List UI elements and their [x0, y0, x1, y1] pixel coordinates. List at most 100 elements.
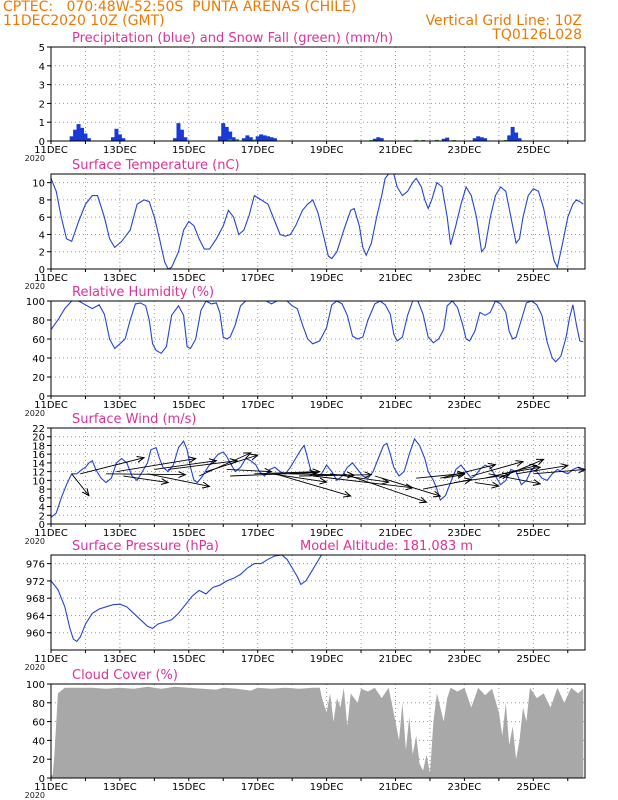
x-tick-label: 17DEC	[241, 782, 275, 793]
pres-title: Surface Pressure (hPa)	[72, 539, 219, 554]
precip-bar	[507, 135, 512, 141]
x-tick-label: 17DEC	[241, 400, 275, 411]
precip-bar	[379, 138, 384, 141]
y-tick-label: 968	[26, 594, 45, 605]
y-tick-label: 20	[32, 755, 45, 766]
x-tick-label: 13DEC	[103, 654, 137, 665]
wind-arrow	[147, 473, 209, 487]
y-tick-label: 5	[39, 43, 45, 54]
precip-bar	[114, 128, 119, 141]
precip-bar	[69, 136, 74, 141]
precip-bar	[517, 138, 522, 141]
y-tick-label: 4	[39, 62, 45, 73]
header-run-time: 11DEC2020 10Z (GMT)	[3, 13, 165, 29]
wind-arrow	[474, 483, 499, 486]
x-tick-label: 13DEC	[103, 145, 137, 156]
x-tick-label: 15DEC	[172, 782, 206, 793]
y-tick-label: 60	[32, 335, 45, 346]
x-tick-label: 21DEC	[379, 400, 413, 411]
wind-arrow	[484, 466, 537, 479]
x-tick-label: 15DEC	[172, 273, 206, 284]
snow-bar	[434, 139, 439, 141]
x-tick-label: 25DEC	[516, 273, 550, 284]
panel-frame	[50, 173, 586, 270]
precip-bar	[476, 136, 481, 141]
y-tick-label: 0	[39, 774, 45, 785]
snow-bar	[414, 139, 419, 141]
y-tick-label: 10	[32, 179, 45, 190]
y-tick-label: 972	[26, 577, 45, 588]
wind-arrow	[488, 473, 541, 484]
x-tick-label: 23DEC	[448, 273, 482, 284]
precip-bar	[255, 136, 260, 141]
wind-arrow	[471, 462, 523, 477]
wind-arrow	[254, 472, 319, 474]
x-tick-label: 19DEC	[310, 654, 344, 665]
precip-bar	[266, 136, 271, 141]
x-year-label: 2020	[25, 663, 45, 672]
precip-bar	[76, 124, 81, 141]
y-tick-label: 2	[39, 99, 45, 110]
cloud-title: Cloud Cover (%)	[72, 668, 178, 683]
wind-arrow	[123, 475, 168, 483]
snow-bar	[252, 139, 257, 141]
y-tick-label: 960	[26, 629, 45, 640]
y-tick-label: 0	[39, 265, 45, 276]
y-tick-label: 4	[39, 230, 45, 241]
precip-bar	[221, 123, 226, 141]
y-tick-label: 100	[26, 297, 45, 308]
precip-bar	[183, 137, 188, 141]
temp-series-line	[51, 174, 584, 269]
snow-bar	[235, 139, 240, 141]
rh-panel: 0 20 40 60 80 100 11DEC 13DEC 15DEC 17DEC 19DEC 21D…	[25, 285, 586, 418]
x-tick-label: 11DEC	[34, 145, 68, 156]
x-tick-label: 11DEC	[34, 782, 68, 793]
precip-bar	[241, 138, 246, 141]
wind-arrow	[343, 473, 427, 502]
y-tick-label: 6	[39, 494, 45, 505]
y-tick-label: 40	[32, 736, 45, 747]
precip-bar	[272, 138, 277, 141]
wind-arrow	[198, 453, 251, 477]
x-tick-label: 19DEC	[310, 782, 344, 793]
y-tick-label: 2	[39, 511, 45, 522]
y-tick-label: 60	[32, 718, 45, 729]
wind-arrow	[106, 474, 185, 475]
y-tick-label: 20	[32, 433, 45, 444]
precip-bar	[441, 138, 446, 141]
y-tick-label: 20	[32, 373, 45, 384]
panel-frame	[50, 46, 586, 142]
precip-bar	[372, 138, 377, 141]
precip-bar	[231, 137, 236, 141]
wind-arrow	[71, 473, 89, 496]
temp-title: Surface Temperature (nC)	[72, 158, 240, 173]
y-tick-label: 8	[39, 485, 45, 496]
x-tick-label: 25DEC	[516, 400, 550, 411]
wind-arrow	[168, 461, 237, 470]
precip-bar	[176, 123, 181, 141]
x-tick-label: 23DEC	[448, 528, 482, 539]
y-tick-label: 16	[32, 450, 45, 461]
wind-series-line	[51, 437, 584, 518]
header-station: CPTEC: 070:48W-52:50S PUNTA ARENAS (CHIL…	[3, 0, 357, 15]
panel-frame	[50, 554, 586, 651]
x-tick-label: 25DEC	[516, 145, 550, 156]
pres-subtitle: Model Altitude: 181.083 m	[300, 539, 473, 554]
x-year-label: 2020	[25, 791, 45, 800]
wind-arrow	[498, 459, 544, 479]
x-tick-label: 11DEC	[34, 654, 68, 665]
y-tick-label: 0	[39, 520, 45, 531]
wind-arrow	[329, 473, 389, 482]
x-tick-label: 13DEC	[103, 528, 137, 539]
y-tick-label: 0	[39, 392, 45, 403]
precip-bar	[224, 126, 229, 141]
cloud-panel: 0 20 40 60 80 100 11DEC 13DEC 15DEC 17DEC 19DEC 21D…	[25, 668, 586, 800]
x-year-label: 2020	[25, 154, 45, 163]
pres-panel: 960 964 968 972 976 11DEC 13DEC 15DEC 17DEC 19DEC…	[25, 539, 586, 672]
x-tick-label: 13DEC	[103, 782, 137, 793]
precip-bar	[73, 129, 78, 141]
wind-arrow	[226, 469, 272, 471]
x-tick-label: 21DEC	[379, 782, 413, 793]
